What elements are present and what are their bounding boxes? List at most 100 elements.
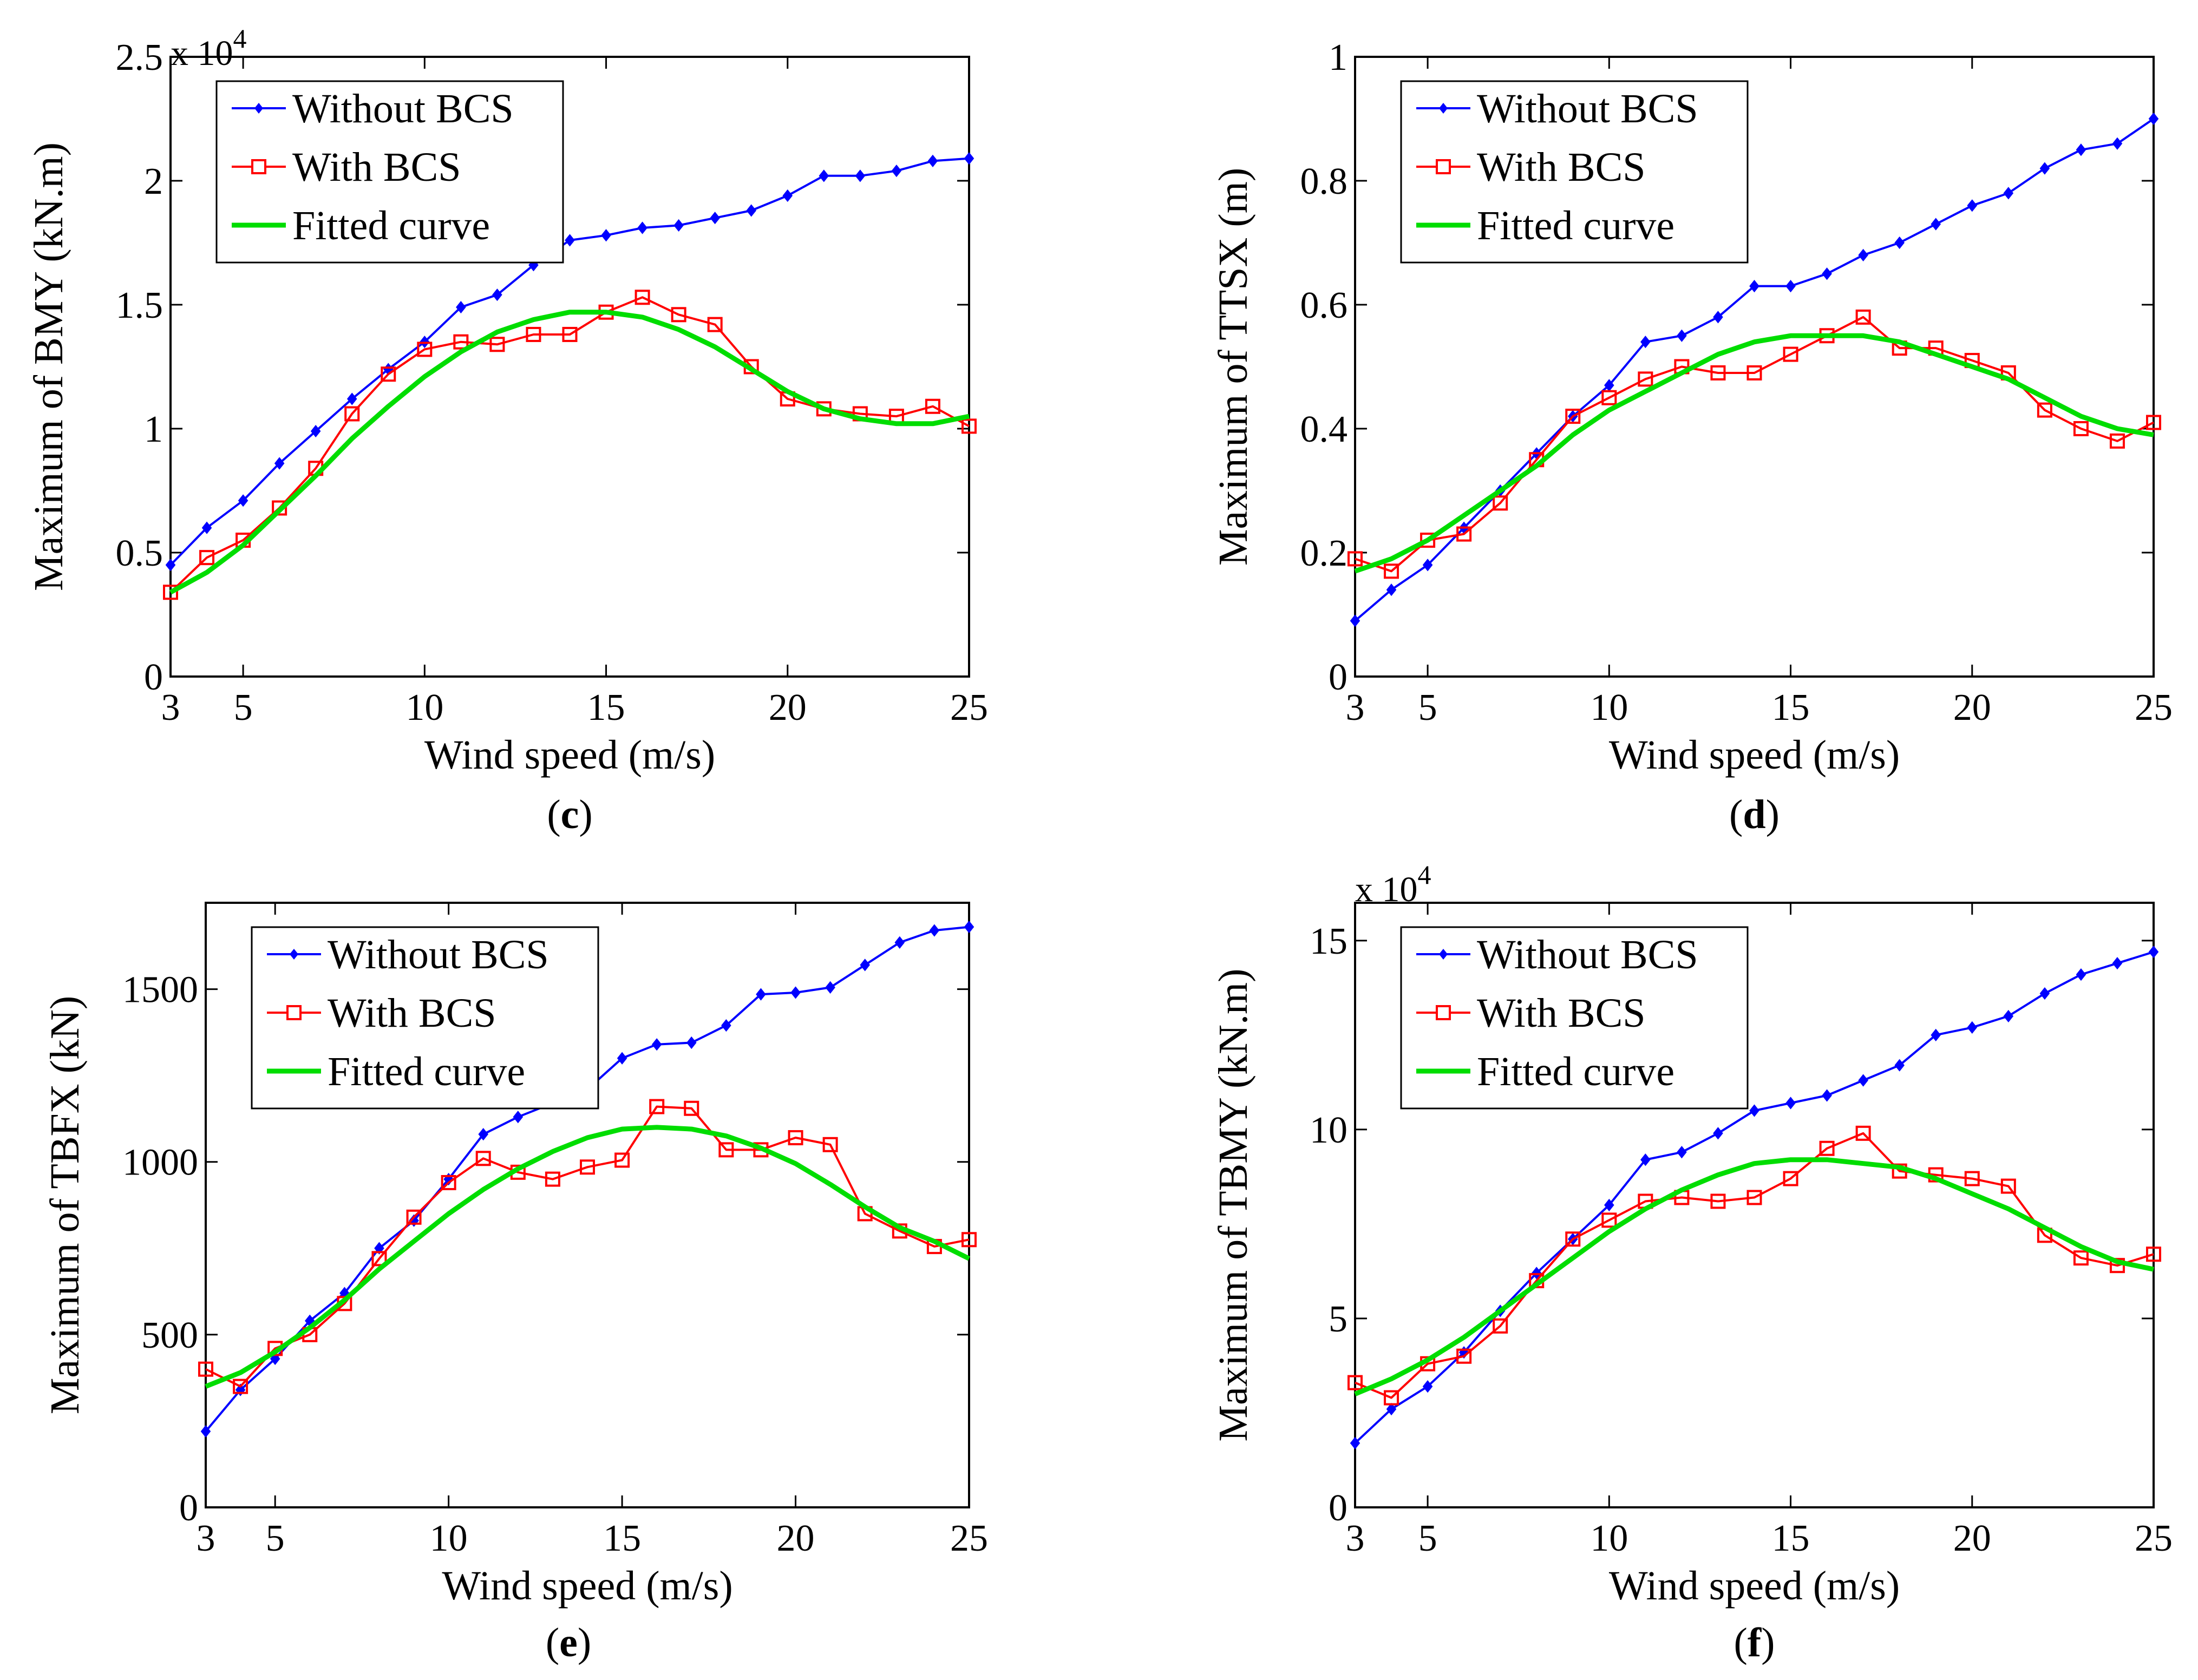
data-point xyxy=(855,169,866,182)
data-point xyxy=(1749,1104,1759,1117)
series-without-bcs xyxy=(1350,946,2159,1449)
data-point xyxy=(1858,248,1868,262)
data-point xyxy=(1746,1190,1762,1205)
x-tick-label: 25 xyxy=(950,1518,988,1559)
y-tick-group: 1 xyxy=(144,409,163,450)
data-point xyxy=(1967,1021,1978,1034)
chart-panel-e: 3 5 10 15 20 25 0 500 1000 1500 Wind speed (m/s) Ma… xyxy=(42,902,988,1665)
y-tick-label: 500 xyxy=(141,1315,198,1356)
data-point xyxy=(601,229,611,242)
data-point xyxy=(964,152,974,165)
series-with-bcs xyxy=(1347,1125,2161,1406)
legend-label: Without BCS xyxy=(328,932,549,977)
x-tick-label: 20 xyxy=(769,687,807,729)
x-tick-group: 3 xyxy=(161,687,180,729)
data-point xyxy=(961,1232,977,1248)
data-point xyxy=(1422,559,1433,572)
data-point xyxy=(1386,583,1397,596)
panel-caption: (c) xyxy=(547,792,592,837)
x-tick-group: 3 xyxy=(1346,687,1365,729)
legend-label: Fitted curve xyxy=(1477,1049,1674,1094)
y-axis-label: Maximum of TBFX (kN) xyxy=(42,996,88,1414)
y-tick-group: 0 xyxy=(1329,657,1347,698)
legend: Without BCS With BCS Fitted curve xyxy=(1400,80,1749,264)
data-point xyxy=(344,406,360,422)
data-point xyxy=(2073,1250,2089,1266)
x-tick-label: 3 xyxy=(1346,687,1365,729)
data-point xyxy=(1347,551,1363,567)
y-tick-group: 5 xyxy=(1329,1298,1347,1340)
data-point xyxy=(822,1137,838,1152)
data-point xyxy=(2039,987,2050,1000)
x-tick-label: 10 xyxy=(1590,687,1628,729)
x-tick-label: 3 xyxy=(1346,1518,1365,1559)
legend-marker xyxy=(1439,103,1448,114)
series-line xyxy=(1354,1157,2154,1396)
data-point xyxy=(788,1130,803,1146)
data-point xyxy=(526,326,541,342)
multiplier-base: x 10 xyxy=(171,34,233,73)
x-tick-label: 20 xyxy=(1953,687,1991,729)
x-tick-group: 15 xyxy=(1772,687,1810,729)
x-tick-label: 25 xyxy=(950,687,988,729)
legend-label: With BCS xyxy=(1477,990,1646,1036)
y-tick-group: 0 xyxy=(179,1487,198,1529)
data-point xyxy=(1384,1390,1399,1406)
data-point xyxy=(513,1111,524,1124)
y-axis-label: Maximum of BMY (kN.m) xyxy=(26,142,71,591)
data-point xyxy=(562,326,578,342)
x-tick-group: 5 xyxy=(1418,687,1437,729)
data-point xyxy=(1565,1231,1581,1247)
data-point xyxy=(1713,311,1723,324)
legend-label: Without BCS xyxy=(1477,932,1698,977)
data-point xyxy=(1783,346,1798,362)
data-point xyxy=(441,1175,456,1191)
x-tick-group: 20 xyxy=(1953,687,1991,729)
y-tick-group: 0.4 xyxy=(1300,409,1348,450)
legend: Without BCS With BCS Fitted curve xyxy=(1400,926,1749,1110)
x-tick-label: 10 xyxy=(405,687,443,729)
data-point xyxy=(894,936,905,949)
x-tick-label: 25 xyxy=(2135,1518,2173,1559)
data-point xyxy=(964,921,974,934)
data-point xyxy=(1894,236,1905,250)
data-point xyxy=(453,334,469,350)
data-point xyxy=(746,204,757,217)
data-point xyxy=(1710,1193,1726,1209)
y-tick-group: 1500 xyxy=(122,969,198,1011)
data-point xyxy=(1638,371,1653,387)
data-point xyxy=(2146,1246,2161,1262)
data-point xyxy=(925,398,940,414)
y-tick-group: 2 xyxy=(144,161,163,202)
x-tick-group: 5 xyxy=(234,687,253,729)
legend-label: With BCS xyxy=(292,145,461,190)
series-without-bcs xyxy=(165,152,974,572)
x-tick-group: 10 xyxy=(1590,687,1628,729)
panel-caption: (f) xyxy=(1734,1620,1775,1665)
y-tick-label: 15 xyxy=(1310,921,1347,962)
legend-marker xyxy=(1436,1005,1451,1020)
data-point xyxy=(1456,1348,1472,1364)
data-point xyxy=(2076,143,2086,156)
data-point xyxy=(2000,1178,2016,1194)
data-point xyxy=(1350,614,1360,627)
data-point xyxy=(1422,1380,1433,1393)
data-point xyxy=(671,307,686,323)
data-point xyxy=(1640,1153,1651,1166)
data-point xyxy=(1894,1059,1905,1072)
data-point xyxy=(1604,1198,1614,1212)
series-line xyxy=(1355,1132,2154,1399)
data-point xyxy=(199,550,215,566)
data-point xyxy=(2148,112,2159,126)
data-point xyxy=(1819,1140,1835,1156)
data-point xyxy=(721,1019,731,1032)
data-point xyxy=(165,559,176,572)
data-point xyxy=(1493,1318,1508,1334)
series-with-bcs xyxy=(198,1099,977,1394)
series-with-bcs xyxy=(1347,309,2161,579)
x-tick-group: 15 xyxy=(603,1518,641,1559)
data-point xyxy=(1749,280,1759,293)
y-tick-label: 0.4 xyxy=(1300,409,1348,450)
caption-paren-close: ) xyxy=(1761,1620,1775,1665)
y-tick-label: 2 xyxy=(144,161,163,202)
